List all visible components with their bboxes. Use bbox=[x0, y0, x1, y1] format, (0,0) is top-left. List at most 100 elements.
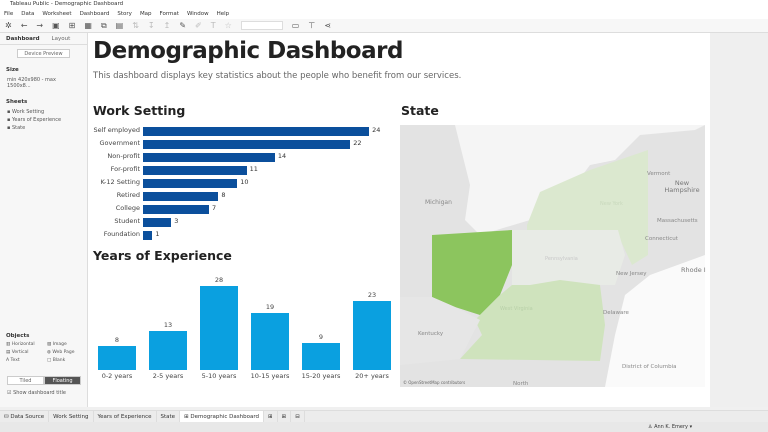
work-setting-value-label: 8 bbox=[221, 191, 226, 199]
status-bar: ♙ Ann K. Emery ▾ bbox=[0, 422, 768, 432]
work-setting-bar[interactable] bbox=[143, 140, 351, 149]
new-story-icon[interactable]: ⊟ bbox=[291, 411, 305, 422]
group-icon[interactable]: ✐ bbox=[195, 21, 202, 30]
tab-years-of-experience[interactable]: Years of Experience bbox=[94, 411, 157, 422]
work-setting-value-label: 1 bbox=[155, 230, 160, 238]
work-setting-category-label: Non-profit bbox=[107, 152, 140, 160]
share-icon[interactable]: ⋖ bbox=[324, 21, 332, 30]
sheet-work-setting[interactable]: ▪ Work Setting bbox=[7, 109, 45, 115]
presentation-icon[interactable]: ⊤ bbox=[308, 21, 316, 30]
work-setting-bar[interactable] bbox=[143, 127, 370, 136]
label-massachusetts: Massachusetts bbox=[657, 218, 698, 224]
work-setting-bar[interactable] bbox=[143, 179, 238, 188]
label-north-carolina: North bbox=[513, 381, 529, 387]
forward-icon[interactable]: → bbox=[36, 21, 44, 30]
years-bar[interactable] bbox=[98, 346, 136, 370]
objects-section: Objects ▥ Horizontal ▧ Image ▤ Vertical … bbox=[0, 330, 88, 397]
save-icon[interactable]: ▣ bbox=[52, 21, 60, 30]
years-category-label: 20+ years bbox=[355, 372, 389, 380]
years-bar[interactable] bbox=[251, 313, 289, 370]
highlight-icon[interactable]: ✎ bbox=[179, 21, 187, 30]
title-bar: Tableau Public - Demographic Dashboard bbox=[0, 0, 768, 9]
years-bar[interactable] bbox=[200, 286, 238, 370]
label-delaware: Delaware bbox=[603, 310, 630, 316]
menu-format[interactable]: Format bbox=[159, 11, 179, 17]
menu-worksheet[interactable]: Worksheet bbox=[42, 11, 72, 17]
sort-desc-icon[interactable]: ↥ bbox=[163, 21, 171, 30]
show-title-checkbox[interactable]: ☑ Show dashboard title bbox=[7, 390, 66, 396]
menu-window[interactable]: Window bbox=[186, 11, 209, 17]
years-value-label: 9 bbox=[318, 333, 324, 341]
tableau-logo-icon[interactable]: ✲ bbox=[5, 21, 12, 30]
menu-map[interactable]: Map bbox=[139, 11, 152, 17]
years-value-label: 28 bbox=[214, 276, 224, 284]
tiled-button[interactable]: Tiled bbox=[7, 376, 44, 385]
new-datasource-icon[interactable]: ⊞ bbox=[68, 21, 76, 30]
years-value-label: 23 bbox=[367, 291, 377, 299]
show-cards-icon[interactable]: ▭ bbox=[291, 21, 300, 30]
label-new-hampshire: New Hampshire bbox=[664, 179, 700, 194]
years-category-label: 15-20 years bbox=[301, 372, 341, 380]
label-connecticut: Connecticut bbox=[645, 236, 679, 242]
user-menu[interactable]: ♙ Ann K. Emery ▾ bbox=[648, 424, 693, 430]
size-label: Size bbox=[6, 67, 19, 73]
object-vertical[interactable]: ▤ Vertical bbox=[6, 350, 29, 355]
new-dashboard-icon[interactable]: ⊞ bbox=[278, 411, 292, 422]
work-setting-value-label: 22 bbox=[353, 139, 362, 147]
sheet-state[interactable]: ▪ State bbox=[7, 125, 26, 131]
years-bar[interactable] bbox=[149, 331, 187, 370]
work-setting-category-label: Foundation bbox=[103, 230, 140, 238]
new-sheet-icon[interactable]: ▦ bbox=[84, 21, 92, 30]
object-text[interactable]: A Text bbox=[6, 358, 20, 363]
object-web-page[interactable]: ◍ Web Page bbox=[47, 350, 75, 355]
years-value-label: 19 bbox=[265, 303, 275, 311]
duplicate-icon[interactable]: ⧉ bbox=[100, 20, 107, 30]
menu-dashboard[interactable]: Dashboard bbox=[79, 11, 110, 17]
tab-layout[interactable]: Layout bbox=[51, 36, 71, 42]
menu-data[interactable]: Data bbox=[21, 11, 35, 17]
size-dropdown[interactable]: min 420x980 - max 1500x8... bbox=[7, 77, 56, 89]
state-map[interactable]: Michigan Vermont Massachusetts Connectic… bbox=[400, 125, 705, 387]
tab-data-source[interactable]: ⛁ Data Source bbox=[0, 411, 50, 422]
pin-icon[interactable]: ☆ bbox=[224, 21, 232, 30]
tab-work-setting[interactable]: Work Setting bbox=[49, 411, 94, 422]
clear-icon[interactable]: ▤ bbox=[115, 21, 124, 30]
work-setting-bar[interactable] bbox=[143, 166, 247, 175]
label-vermont: Vermont bbox=[647, 171, 671, 177]
sort-asc-icon[interactable]: ↧ bbox=[147, 21, 155, 30]
work-setting-bar[interactable] bbox=[143, 231, 153, 240]
device-preview-button[interactable]: Device Preview bbox=[17, 49, 70, 58]
menu-story[interactable]: Story bbox=[117, 11, 132, 17]
years-bar[interactable] bbox=[302, 343, 340, 370]
work-setting-bar[interactable] bbox=[143, 218, 172, 227]
work-setting-bar[interactable] bbox=[143, 192, 219, 201]
back-icon[interactable]: ← bbox=[20, 21, 28, 30]
years-category-label: 2-5 years bbox=[152, 372, 184, 380]
label-west-virginia: West Virginia bbox=[500, 306, 533, 312]
tab-demographic-dashboard[interactable]: ⊞ Demographic Dashboard bbox=[180, 411, 265, 422]
label-icon[interactable]: T bbox=[210, 21, 216, 30]
dashboard-subtitle: This dashboard displays key statistics a… bbox=[93, 71, 462, 81]
menu-file[interactable]: File bbox=[4, 11, 14, 17]
sheet-tabs: ⛁ Data Source Work Setting Years of Expe… bbox=[0, 410, 768, 422]
work-setting-category-label: K-12 Setting bbox=[100, 178, 140, 186]
tab-state[interactable]: State bbox=[157, 411, 181, 422]
floating-button[interactable]: Floating bbox=[44, 376, 81, 385]
label-new-york: New York bbox=[600, 201, 623, 207]
new-sheet-icon[interactable]: ⊞ bbox=[264, 411, 278, 422]
object-horizontal[interactable]: ▥ Horizontal bbox=[6, 342, 35, 347]
fit-dropdown[interactable] bbox=[240, 21, 283, 30]
tab-dashboard[interactable]: Dashboard bbox=[6, 36, 40, 42]
swap-icon[interactable]: ⇅ bbox=[132, 21, 139, 30]
work-setting-value-label: 7 bbox=[211, 204, 217, 212]
menu-help[interactable]: Help bbox=[216, 11, 230, 17]
work-setting-bar[interactable] bbox=[143, 153, 275, 162]
sheet-years-of-experience[interactable]: ▪ Years of Experience bbox=[7, 117, 62, 123]
years-value-label: 8 bbox=[114, 336, 120, 344]
work-setting-title: Work Setting bbox=[93, 103, 186, 118]
work-setting-category-label: Retired bbox=[116, 191, 140, 199]
object-image[interactable]: ▧ Image bbox=[47, 342, 67, 347]
years-bar[interactable] bbox=[353, 301, 391, 370]
object-blank[interactable]: □ Blank bbox=[47, 358, 66, 363]
work-setting-bar[interactable] bbox=[143, 205, 209, 214]
